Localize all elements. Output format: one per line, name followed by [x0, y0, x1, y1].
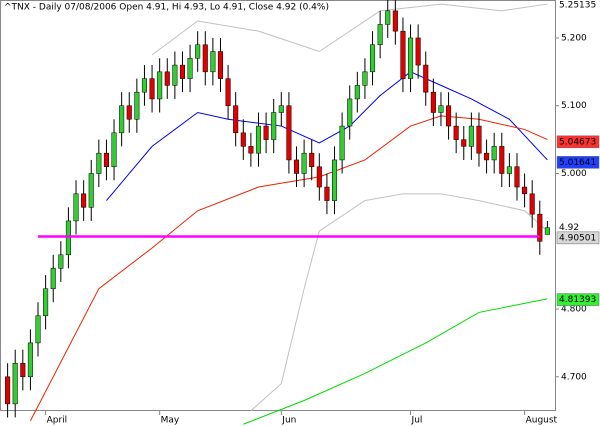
- x-tick-label: Jun: [281, 416, 296, 426]
- candle-body: [255, 125, 262, 154]
- candle-body: [544, 227, 550, 235]
- candle-body: [217, 51, 224, 79]
- y-tick-label: 5.200: [561, 33, 587, 43]
- candle-body: [514, 166, 520, 188]
- candle-body: [141, 78, 147, 93]
- y-tick-label: 4.800: [561, 305, 587, 315]
- price-label: 5.04673: [559, 137, 596, 147]
- candle-body: [149, 78, 155, 100]
- price-label: 4.92: [559, 223, 579, 233]
- x-tick-label: April: [47, 416, 68, 426]
- price-label-box: [557, 0, 599, 11]
- candle-body: [347, 98, 353, 127]
- candle-body: [248, 146, 254, 154]
- candle-body: [278, 105, 284, 113]
- candle-body: [233, 105, 239, 134]
- candle-body: [522, 186, 528, 195]
- candle-body: [65, 220, 71, 256]
- price-label-box: [557, 221, 599, 234]
- x-tick-label: May: [161, 416, 180, 426]
- candle-body: [20, 362, 26, 378]
- price-label: 4.90501: [559, 233, 596, 243]
- candle-body: [484, 152, 490, 161]
- candle-body: [316, 166, 322, 188]
- candle-body: [537, 213, 543, 242]
- y-tick-label: 5.100: [561, 101, 587, 111]
- candle-body: [225, 78, 231, 106]
- candle-body: [309, 152, 315, 167]
- candle-body: [370, 44, 376, 73]
- candle-body: [27, 342, 33, 378]
- candle-body: [240, 132, 246, 147]
- candle-body: [73, 193, 79, 222]
- candle-body: [134, 91, 140, 120]
- candle-body: [377, 24, 383, 45]
- y-tick-label: 5.000: [561, 169, 587, 179]
- candle-body: [96, 152, 102, 174]
- candle-body: [301, 152, 307, 174]
- chart-title: ^TNX - Daily 07/08/2006 Open 4.91, Hi 4.…: [4, 3, 329, 13]
- candle-body: [187, 58, 193, 79]
- candle-body: [263, 125, 269, 140]
- price-label-box: [556, 156, 600, 169]
- candle-body: [12, 362, 18, 405]
- candle-body: [354, 85, 360, 100]
- price-label-box: [556, 231, 600, 245]
- candle-body: [271, 112, 277, 140]
- candle-body: [50, 268, 56, 289]
- overlay-line: [151, 3, 548, 56]
- candle-body: [423, 64, 429, 93]
- candle-body: [119, 105, 125, 134]
- candle-body: [5, 376, 11, 405]
- price-label-box: [556, 293, 600, 306]
- candle-body: [430, 91, 436, 113]
- candle-body: [172, 64, 178, 86]
- candle-body: [491, 146, 497, 161]
- candle-body: [103, 152, 109, 167]
- candle-body: [179, 64, 185, 79]
- candle-body: [202, 44, 208, 73]
- candle-body: [88, 173, 94, 208]
- candle-body: [453, 125, 459, 140]
- candle-body: [126, 105, 132, 120]
- candle-body: [529, 193, 535, 215]
- candle-body: [385, 10, 391, 25]
- y-tick-label: 4.700: [561, 372, 587, 382]
- price-label-box: [556, 135, 600, 149]
- candle-body: [43, 288, 49, 317]
- candle-body: [195, 44, 201, 59]
- price-label: 4.81393: [559, 295, 596, 305]
- x-tick-label: August: [526, 416, 558, 426]
- overlay-line: [243, 298, 548, 425]
- candle-body: [35, 315, 41, 344]
- candle-body: [468, 125, 474, 147]
- candle-body: [324, 186, 330, 201]
- candle-body: [157, 71, 163, 100]
- candle-body: [286, 105, 292, 161]
- candle-body: [339, 125, 345, 161]
- candle-body: [81, 193, 87, 208]
- candle-body: [476, 125, 482, 154]
- candle-body: [446, 105, 452, 127]
- candle-body: [210, 51, 216, 73]
- candle-body: [400, 30, 406, 79]
- candle-body: [362, 71, 368, 86]
- candle-body: [331, 159, 338, 201]
- x-tick-label: Jul: [411, 416, 423, 426]
- candle-body: [461, 139, 467, 147]
- candle-body: [392, 10, 398, 32]
- candle-body: [293, 159, 300, 174]
- candle-body: [164, 71, 170, 86]
- candle-body: [506, 166, 512, 174]
- price-label: 5.01641: [559, 158, 596, 168]
- candle-body: [499, 146, 505, 174]
- candle-body: [58, 254, 64, 269]
- candle-body: [408, 37, 414, 79]
- price-label: 5.25135: [559, 1, 596, 11]
- candle-body: [111, 132, 117, 167]
- candle-body: [415, 37, 421, 66]
- overlay-line: [250, 193, 548, 412]
- candle-body: [438, 105, 444, 113]
